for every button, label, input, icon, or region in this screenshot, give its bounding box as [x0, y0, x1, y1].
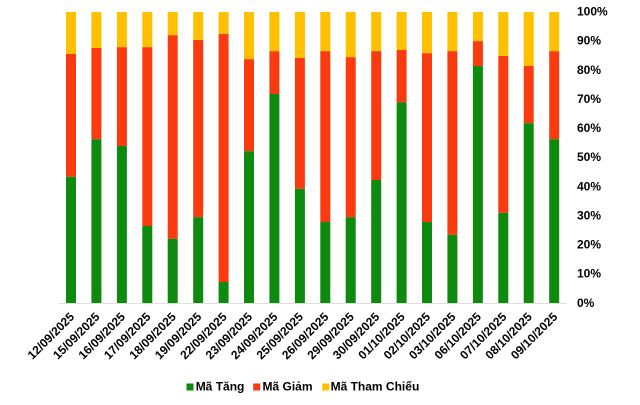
svg-text:100%: 100% [577, 5, 608, 19]
svg-text:40%: 40% [577, 179, 601, 193]
svg-text:Mã Tăng: Mã Tăng [196, 380, 245, 394]
svg-text:Mã Tham Chiếu: Mã Tham Chiếu [331, 380, 420, 394]
svg-text:0%: 0% [577, 296, 595, 310]
svg-text:80%: 80% [577, 63, 601, 77]
svg-text:10%: 10% [577, 267, 601, 281]
svg-text:60%: 60% [577, 121, 601, 135]
svg-text:30%: 30% [577, 208, 601, 222]
svg-text:70%: 70% [577, 92, 601, 106]
svg-text:Mã Giảm: Mã Giảm [263, 380, 313, 394]
svg-text:50%: 50% [577, 150, 601, 164]
svg-text:90%: 90% [577, 34, 601, 48]
svg-text:20%: 20% [577, 238, 601, 252]
